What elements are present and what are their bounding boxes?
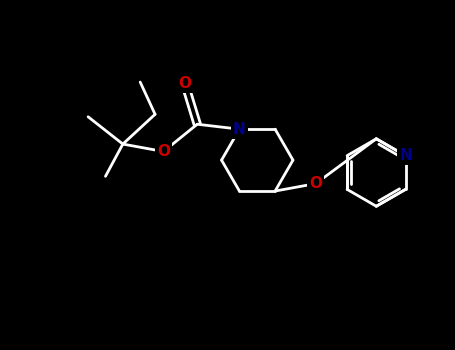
Text: N: N — [399, 148, 412, 163]
Text: N: N — [233, 122, 246, 137]
Text: O: O — [309, 176, 322, 191]
Text: O: O — [157, 144, 170, 159]
Text: O: O — [178, 76, 192, 91]
